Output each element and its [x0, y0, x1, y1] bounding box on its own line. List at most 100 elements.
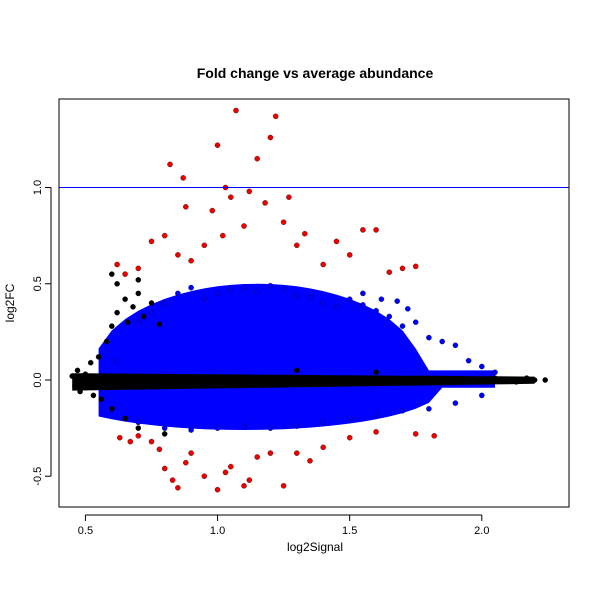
- data-point: [183, 459, 189, 466]
- data-point: [294, 242, 300, 249]
- x-tick-label: 2.0: [474, 525, 489, 537]
- data-point: [373, 227, 379, 233]
- data-point: [135, 425, 142, 431]
- data-point: [109, 323, 115, 329]
- data-point: [394, 298, 400, 304]
- data-point: [294, 423, 300, 429]
- data-point: [307, 381, 313, 387]
- x-axis: 0.5 1.0 1.5 2.0: [78, 514, 489, 537]
- data-point: [201, 473, 208, 479]
- data-point: [82, 384, 89, 391]
- data-point: [280, 483, 287, 489]
- data-point: [77, 388, 83, 395]
- data-point: [167, 161, 173, 168]
- data-point: [294, 367, 300, 374]
- data-point: [214, 486, 221, 493]
- data-point: [426, 406, 432, 412]
- data-point: [272, 113, 279, 120]
- data-point: [412, 263, 419, 270]
- data-point: [412, 319, 419, 325]
- data-point: [135, 319, 142, 325]
- data-point: [87, 359, 94, 366]
- data-point: [188, 284, 194, 291]
- data-point: [333, 304, 340, 310]
- data-point: [175, 375, 181, 381]
- data-point: [114, 261, 120, 268]
- data-point: [267, 425, 274, 431]
- x-axis-label: log2Signal: [287, 540, 343, 554]
- data-point: [373, 429, 379, 435]
- data-point: [373, 369, 379, 376]
- data-point: [214, 425, 221, 431]
- data-point: [360, 290, 366, 297]
- data-point: [346, 434, 353, 441]
- data-point: [492, 375, 498, 381]
- data-point: [209, 207, 216, 214]
- plot-frame: [58, 98, 570, 508]
- x-tick-label: 1.5: [342, 525, 357, 537]
- data-point: [135, 290, 142, 297]
- data-point: [360, 302, 366, 308]
- plot-area: [59, 107, 569, 493]
- data-point: [320, 419, 326, 426]
- data-point: [122, 296, 128, 302]
- data-point: [246, 477, 253, 483]
- data-point: [161, 232, 168, 239]
- data-point: [74, 367, 81, 374]
- y-tick-label: -0.5: [32, 467, 44, 486]
- data-point: [114, 357, 120, 364]
- data-point: [130, 304, 136, 310]
- data-point: [412, 375, 419, 381]
- data-point: [254, 454, 260, 460]
- data-point: [399, 408, 406, 414]
- data-point: [135, 265, 142, 272]
- data-point: [175, 485, 181, 491]
- data-point: [109, 406, 115, 412]
- data-point: [124, 319, 131, 325]
- data-point: [175, 290, 181, 297]
- data-point: [426, 334, 432, 341]
- y-tick-label: 0.0: [32, 372, 44, 387]
- y-tick-label: 1.0: [32, 180, 44, 195]
- data-point: [378, 296, 385, 302]
- data-point: [201, 242, 208, 249]
- data-point: [241, 483, 247, 489]
- data-point: [156, 321, 163, 327]
- y-tick-label: 0.5: [32, 276, 44, 291]
- data-point: [201, 377, 208, 383]
- data-point: [135, 419, 142, 426]
- data-point: [505, 377, 511, 383]
- data-point: [439, 379, 445, 385]
- data-point: [214, 290, 221, 297]
- data-point: [267, 282, 274, 289]
- data-point: [103, 338, 110, 345]
- data-point: [122, 415, 128, 422]
- data-point: [320, 300, 326, 306]
- data-point: [161, 300, 168, 306]
- data-point: [399, 265, 406, 272]
- y-axis: -0.5 0.0 0.5 1.0: [32, 180, 52, 486]
- data-point: [148, 438, 155, 445]
- data-point: [280, 286, 287, 293]
- chart-title: Fold change vs average abundance: [197, 65, 434, 81]
- data-point: [228, 286, 234, 293]
- data-point: [307, 458, 313, 464]
- data-point: [95, 354, 102, 360]
- data-point: [465, 377, 472, 383]
- data-point: [254, 377, 260, 383]
- data-point: [114, 281, 120, 287]
- data-point: [267, 134, 274, 141]
- data-point: [241, 423, 247, 429]
- data-point: [386, 377, 393, 383]
- data-point: [228, 463, 234, 470]
- data-point: [228, 194, 234, 200]
- data-point: [280, 375, 287, 381]
- not-significant-point-band: [72, 373, 535, 391]
- data-point: [98, 396, 105, 402]
- data-point: [117, 434, 123, 441]
- data-point: [452, 400, 459, 406]
- data-point: [72, 383, 78, 389]
- data-point: [320, 261, 326, 268]
- data-point: [267, 450, 274, 456]
